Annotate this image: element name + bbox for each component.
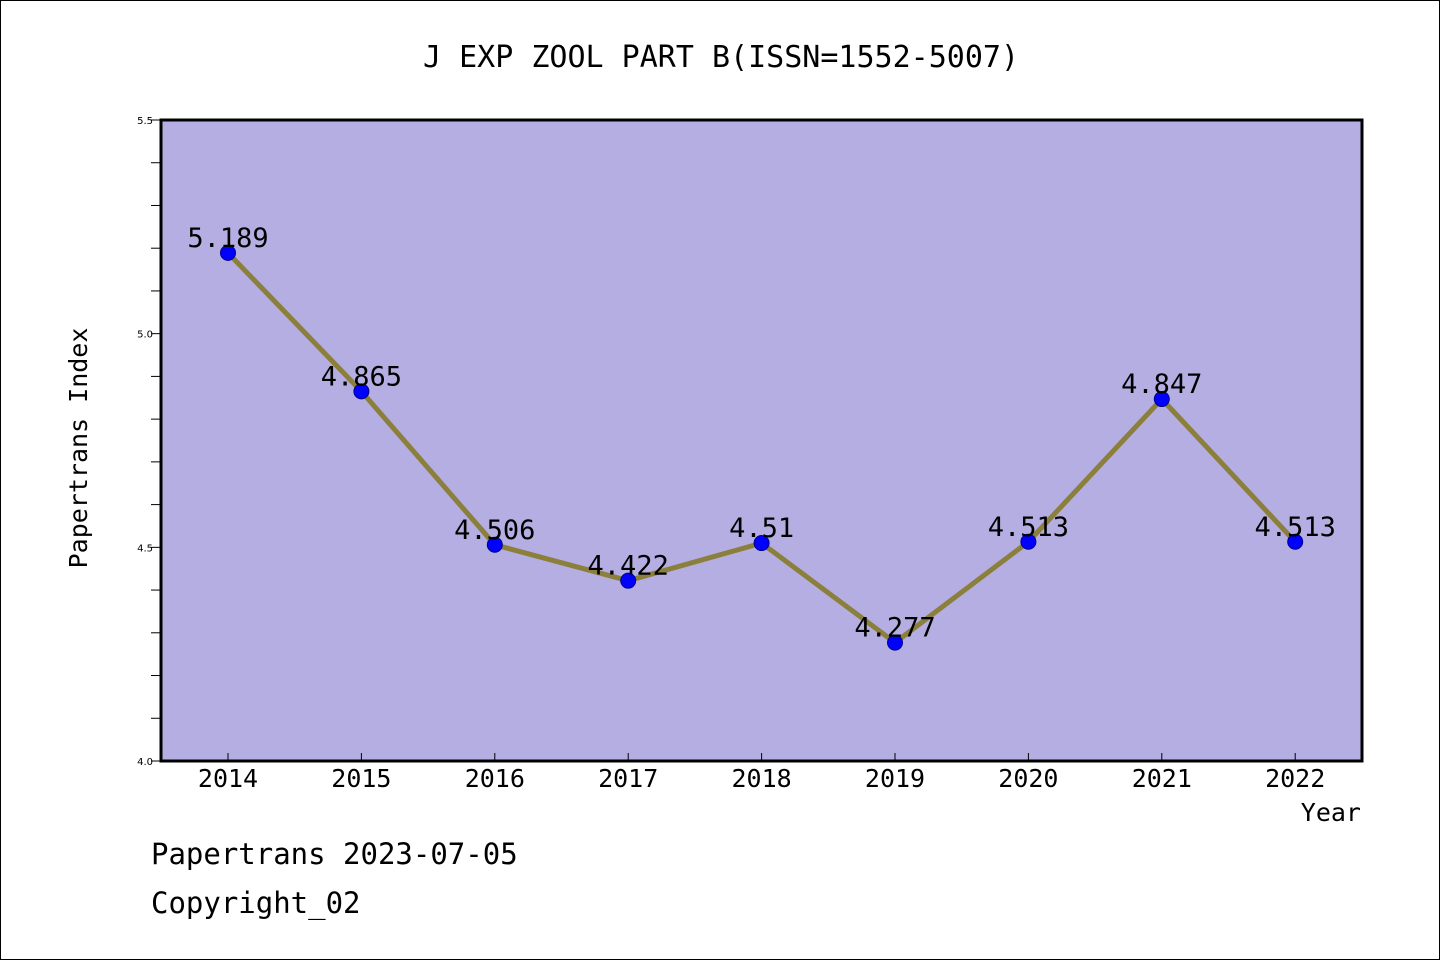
x-axis-label: Year bbox=[1301, 798, 1361, 827]
chart-title: J EXP ZOOL PART B(ISSN=1552-5007) bbox=[423, 40, 1019, 75]
y-tick-label: 4.5 bbox=[137, 543, 153, 554]
x-tick-label: 2016 bbox=[465, 764, 525, 793]
x-tick-label: 2021 bbox=[1132, 764, 1192, 793]
data-point bbox=[1287, 533, 1304, 550]
data-label: 4.422 bbox=[588, 551, 669, 582]
y-minor-ticks bbox=[151, 119, 161, 762]
x-tick-label: 2017 bbox=[598, 764, 658, 793]
data-label: 4.513 bbox=[1255, 512, 1336, 543]
x-tick-label: 2019 bbox=[865, 764, 925, 793]
y-axis-label: Papertrans Index bbox=[64, 328, 93, 569]
data-label: 4.513 bbox=[988, 512, 1069, 543]
data-point bbox=[887, 634, 903, 651]
data-point bbox=[353, 383, 370, 400]
y-tick-labels: 4.0 4.5 5.0 5.5 bbox=[137, 116, 153, 768]
plot-area bbox=[159, 118, 1364, 763]
x-ticks bbox=[227, 753, 1296, 761]
x-tick-label: 2020 bbox=[998, 764, 1058, 793]
x-tick-label: 2014 bbox=[198, 764, 258, 793]
data-label: 4.51 bbox=[729, 513, 794, 544]
data-label: 4.865 bbox=[321, 361, 402, 392]
y-tick-label: 5.0 bbox=[137, 330, 153, 341]
x-tick-labels: 2014 2015 2016 2017 2018 2019 2020 2021 2022 bbox=[198, 764, 1325, 793]
x-tick-label: 2022 bbox=[1265, 764, 1325, 793]
data-point bbox=[220, 244, 236, 261]
data-point bbox=[620, 572, 637, 589]
data-point bbox=[486, 536, 503, 553]
data-label: 4.847 bbox=[1121, 369, 1202, 400]
x-tick-label: 2015 bbox=[331, 764, 391, 793]
data-point bbox=[1020, 533, 1037, 550]
footer-copyright: Copyright_02 bbox=[151, 886, 361, 920]
y-tick-label: 5.5 bbox=[137, 116, 153, 127]
x-tick-label: 2018 bbox=[731, 764, 791, 793]
data-label: 4.277 bbox=[854, 613, 935, 644]
footer-date: Papertrans 2023-07-05 bbox=[151, 837, 518, 871]
data-labels: 5.189 4.865 4.506 4.422 4.51 4.277 4.513 4.847 4… bbox=[187, 223, 1335, 644]
data-point bbox=[1153, 391, 1170, 408]
data-label: 4.506 bbox=[454, 515, 535, 546]
series-markers bbox=[220, 244, 1304, 651]
y-tick-label: 4.0 bbox=[137, 757, 153, 768]
data-label: 5.189 bbox=[187, 223, 268, 254]
data-point bbox=[753, 535, 770, 552]
